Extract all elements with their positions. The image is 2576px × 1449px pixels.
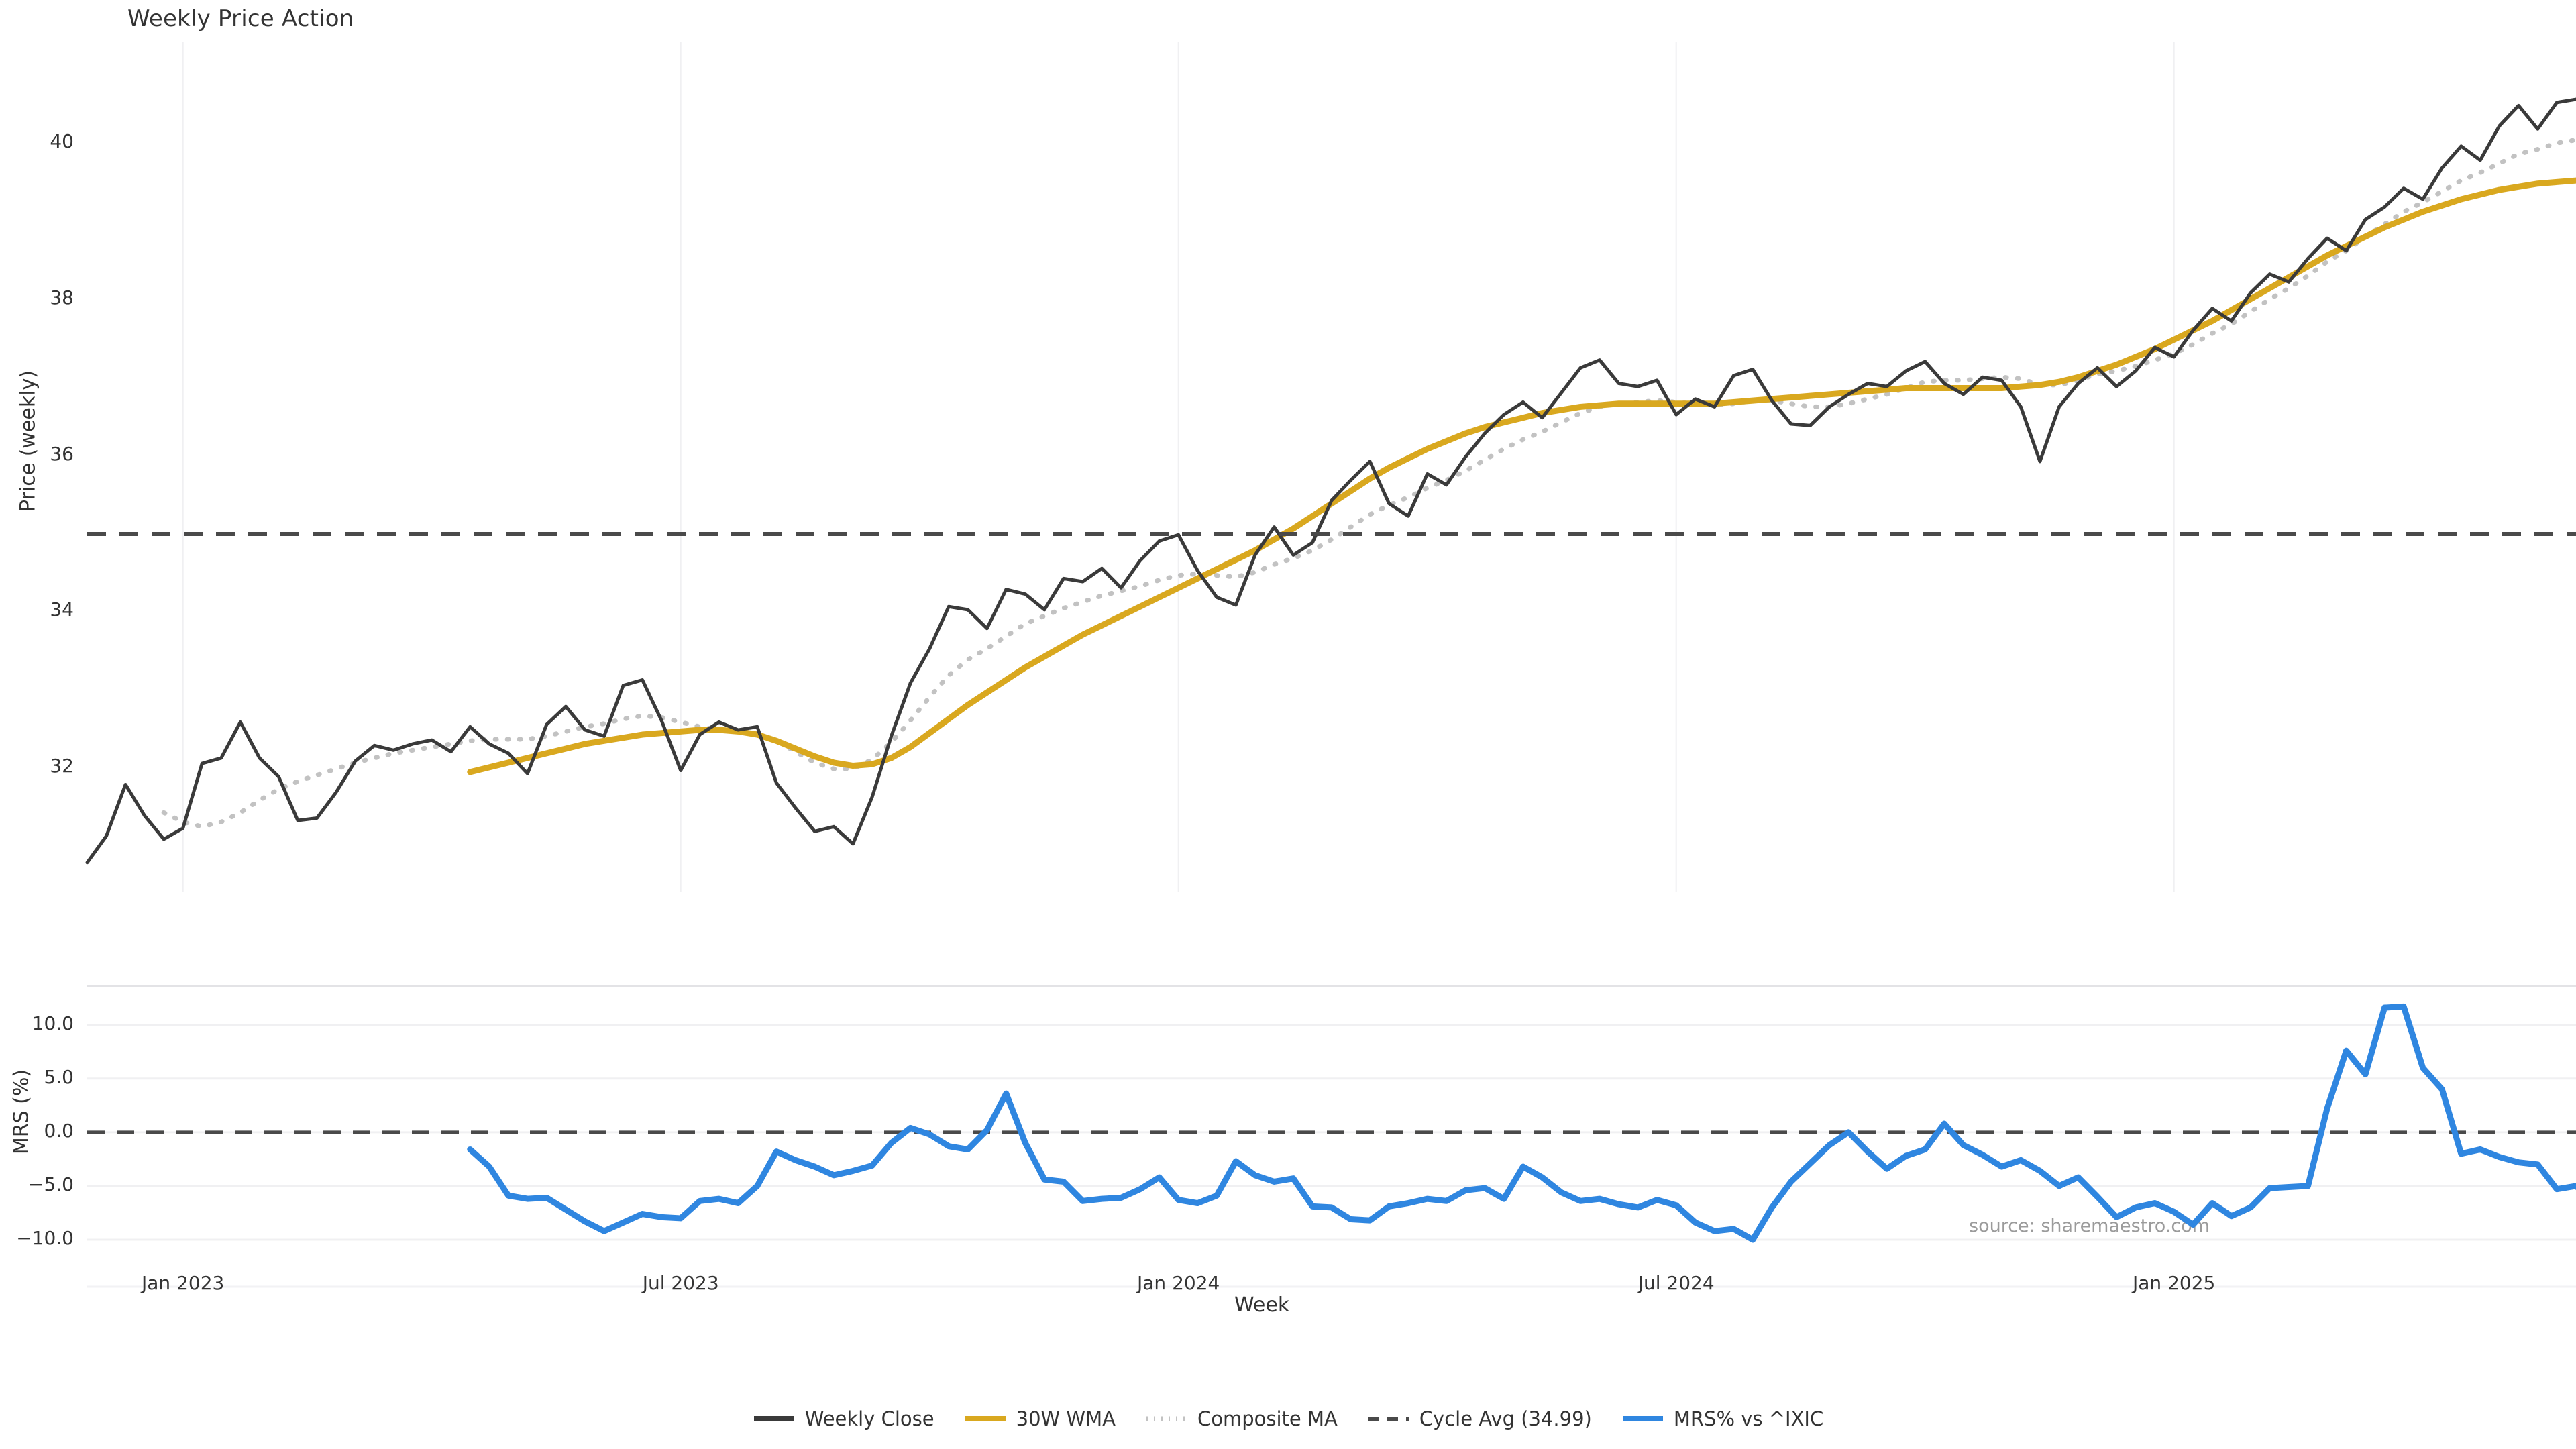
legend-swatch-icon — [1367, 1411, 1410, 1426]
x-tick: Jul 2024 — [1638, 1272, 1715, 1294]
series-composite-ma — [161, 138, 2576, 829]
price-y-tick: 32 — [50, 754, 74, 777]
x-tick: Jan 2024 — [1137, 1272, 1220, 1294]
legend-item[interactable]: Weekly Close — [753, 1407, 934, 1430]
price-y-tick: 40 — [50, 130, 74, 153]
mrs-y-tick: −5.0 — [28, 1173, 74, 1195]
series-mrs — [467, 1003, 2576, 1243]
legend-label: Composite MA — [1197, 1407, 1338, 1430]
x-tick: Jan 2025 — [2133, 1272, 2216, 1294]
price-y-tick: 34 — [50, 598, 74, 621]
mrs-y-tick: 5.0 — [44, 1065, 74, 1088]
series-30w-wma — [467, 177, 2576, 775]
price-y-tick: 36 — [50, 442, 74, 465]
legend-swatch-icon — [1145, 1411, 1188, 1426]
price-y-tick: 38 — [50, 286, 74, 309]
legend-item[interactable]: MRS% vs ^IXIC — [1621, 1407, 1823, 1430]
legend-label: Weekly Close — [804, 1407, 934, 1430]
legend-item[interactable]: 30W WMA — [964, 1407, 1116, 1430]
source-watermark: source: sharemaestro.com — [1969, 1216, 2210, 1236]
mrs-y-tick: 0.0 — [44, 1119, 74, 1142]
legend-swatch-icon — [964, 1411, 1007, 1426]
legend-swatch-icon — [753, 1411, 796, 1426]
x-tick: Jan 2023 — [142, 1272, 225, 1294]
mrs-y-tick: 10.0 — [32, 1012, 74, 1034]
x-tick: Jul 2023 — [642, 1272, 719, 1294]
page-title: Weekly Price Action — [127, 5, 354, 32]
legend-label: MRS% vs ^IXIC — [1673, 1407, 1824, 1430]
mrs-y-tick: −10.0 — [16, 1226, 74, 1249]
legend-label: Cycle Avg (34.99) — [1419, 1407, 1592, 1430]
legend-label: 30W WMA — [1016, 1407, 1116, 1430]
x-tick: Jul 2025 — [2571, 1272, 2576, 1294]
legend-swatch-icon — [1621, 1411, 1664, 1426]
legend-item[interactable]: Composite MA — [1145, 1407, 1338, 1430]
x-axis-label: Week — [1234, 1293, 1290, 1317]
legend-item[interactable]: Cycle Avg (34.99) — [1367, 1407, 1592, 1430]
series-weekly-close — [85, 97, 2576, 865]
chart-legend: Weekly Close 30W WMA Composite MA Cycle Avg… — [0, 1407, 2576, 1430]
